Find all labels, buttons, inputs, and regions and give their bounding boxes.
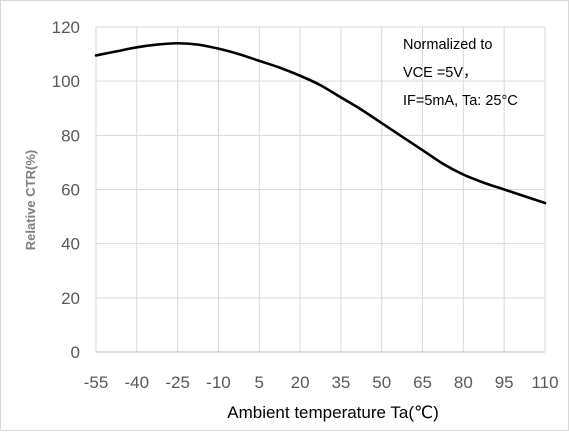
x-tick-label: 95 [495,373,514,392]
y-tick-label: 20 [61,289,80,308]
y-axis-label: Relative CTR(%) [23,150,38,250]
series [94,41,547,205]
y-tick-label: 0 [71,343,80,362]
annotation-line-2: VCE =5V， [403,65,478,81]
series-line [94,41,547,205]
x-axis-label: Ambient temperature Ta(℃) [227,403,439,422]
y-tick-label: 40 [61,235,80,254]
x-tick-label: -10 [206,373,231,392]
tick-labels: -55 -40 -25 -10 5 20 35 50 65 80 95 110 0 20 40 60 80 100… [52,18,559,392]
x-tick-label: -40 [125,373,150,392]
annotation-line-3: IF=5mA, Ta: 25°C [403,93,518,109]
x-tick-label: 5 [255,373,264,392]
annotation-box: Normalized to VCE =5V， IF=5mA, Ta: 25°C [403,37,518,109]
x-tick-label: 110 [531,373,558,392]
annotation-line-1: Normalized to [403,37,492,53]
y-tick-label: 80 [61,126,80,145]
y-tick-label: 100 [52,72,80,91]
x-tick-label: -55 [84,373,109,392]
x-tick-label: 65 [413,373,432,392]
y-tick-label: 120 [52,18,80,37]
y-tick-label: 60 [61,181,80,200]
x-tick-label: 35 [331,373,350,392]
x-tick-label: 80 [454,373,473,392]
grid [95,26,546,352]
x-tick-label: -25 [165,373,190,392]
x-tick-label: 20 [291,373,310,392]
x-tick-label: 50 [372,373,391,392]
